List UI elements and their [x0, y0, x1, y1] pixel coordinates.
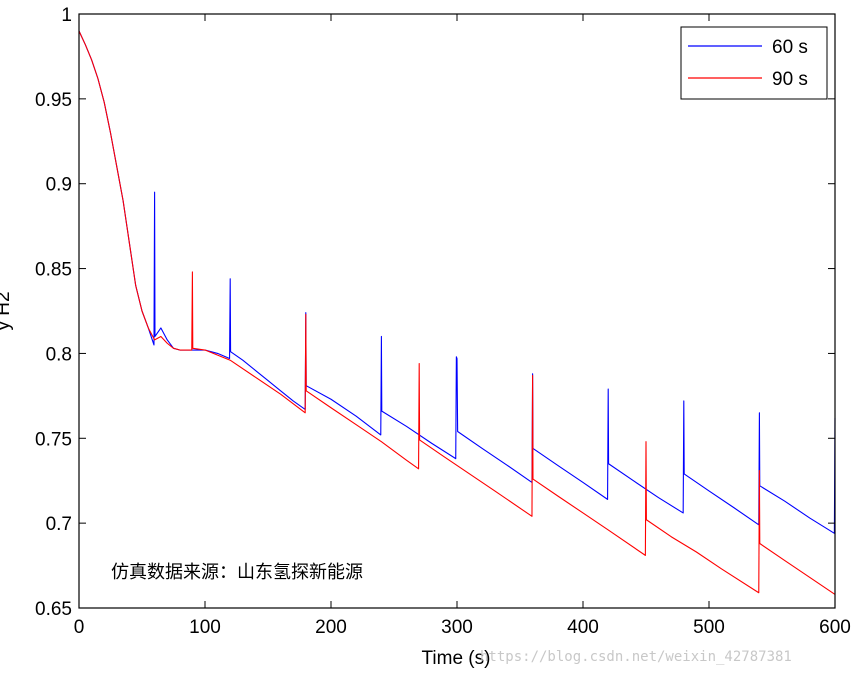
- legend-label-60s: 60 s: [772, 37, 808, 58]
- data-source-annotation: 仿真数据来源：山东氢探新能源: [111, 562, 363, 583]
- x-tick-label: 0: [74, 617, 85, 638]
- x-tick-label: 300: [441, 617, 473, 638]
- y-tick-label: 1: [61, 5, 72, 26]
- x-tick-label: 400: [567, 617, 599, 638]
- legend-label-90s: 90 s: [772, 69, 808, 90]
- y-tick-label: 0.8: [46, 344, 72, 365]
- watermark-url: https://blog.csdn.net/weixin_42787381: [480, 649, 792, 665]
- x-tick-label: 100: [189, 617, 221, 638]
- y-tick-label: 0.95: [35, 90, 72, 111]
- y-tick-label: 0.9: [46, 175, 72, 196]
- y-tick-label: 0.65: [35, 599, 72, 620]
- plot-area: [79, 14, 835, 608]
- y-tick-label: 0.85: [35, 260, 72, 281]
- series-layer: [78, 30, 836, 595]
- x-axis-label: Time (s): [422, 648, 491, 669]
- x-tick-label: 500: [693, 617, 725, 638]
- y-tick-label: 0.75: [35, 429, 72, 450]
- legend: 60 s 90 s: [680, 26, 828, 100]
- x-tick-label: 600: [819, 617, 851, 638]
- y-tick-label: 0.7: [46, 514, 72, 535]
- ticks-layer: 0 100 200 300 400 500 600 0.65 0.7 0.75 0.8 0.85 0.9…: [35, 5, 851, 638]
- y-axis-label: y H2: [0, 291, 14, 330]
- series-line-90s: [78, 30, 836, 595]
- series-line-60s: [78, 30, 836, 534]
- x-tick-label: 200: [315, 617, 347, 638]
